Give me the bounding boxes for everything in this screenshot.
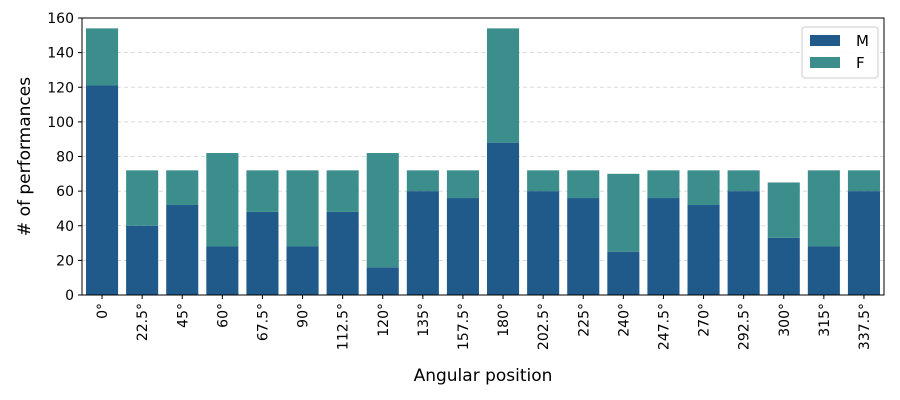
x-tick-label: 0° — [95, 303, 111, 319]
y-ticks: 0 20 40 60 80 100 120 140 160 — [47, 11, 82, 304]
bar-m-6 — [326, 211, 359, 295]
bar-m-11 — [527, 191, 560, 295]
bar-f-4 — [246, 170, 279, 212]
bars — [86, 28, 880, 295]
y-tick-label: 140 — [47, 46, 74, 62]
bar-f-15 — [687, 170, 720, 205]
bar-m-0 — [86, 85, 119, 295]
bar-m-12 — [567, 198, 600, 295]
y-tick-label: 60 — [56, 184, 74, 200]
x-tick-label: 270° — [697, 303, 713, 337]
bar-m-7 — [366, 267, 399, 295]
x-tick-label: 60° — [215, 303, 231, 328]
bar-f-6 — [326, 170, 359, 212]
x-tick-label: 315° — [817, 303, 833, 337]
bar-f-12 — [567, 170, 600, 199]
x-tick-label: 240° — [616, 303, 632, 337]
bar-m-8 — [406, 191, 439, 295]
bar-m-16 — [727, 191, 760, 295]
bar-m-4 — [246, 211, 279, 295]
bar-m-5 — [286, 246, 319, 295]
grid-lines — [82, 52, 884, 261]
bar-f-1 — [126, 170, 159, 226]
y-tick-label: 80 — [56, 150, 74, 166]
x-tick-label: 202.5° — [536, 303, 552, 350]
y-tick-label: 0 — [65, 288, 74, 304]
x-tick-label: 135° — [416, 303, 432, 337]
x-tick-label: 120° — [376, 303, 392, 337]
bar-f-0 — [86, 28, 119, 86]
bar-f-14 — [647, 170, 680, 199]
y-axis-label: # of performances — [15, 77, 35, 236]
x-tick-label: 247.5° — [656, 303, 672, 350]
y-tick-label: 40 — [56, 219, 74, 235]
legend-label-f: F — [856, 54, 865, 72]
bar-f-2 — [166, 170, 199, 205]
x-tick-label: 225° — [576, 303, 592, 337]
x-tick-label: 157.5° — [456, 303, 472, 350]
bar-m-15 — [687, 204, 720, 295]
x-tick-label: 22.5° — [135, 303, 151, 341]
bar-m-3 — [206, 246, 239, 295]
y-tick-label: 160 — [47, 11, 74, 27]
y-tick-label: 100 — [47, 115, 74, 131]
bar-f-8 — [406, 170, 439, 192]
bar-f-9 — [446, 170, 479, 199]
bar-m-10 — [487, 142, 520, 295]
bar-f-16 — [727, 170, 760, 192]
x-tick-label: 67.5° — [255, 303, 271, 341]
bar-f-7 — [366, 153, 399, 268]
bar-f-13 — [607, 173, 640, 252]
legend: M F — [801, 26, 879, 79]
bar-f-10 — [487, 28, 520, 143]
x-axis-label: Angular position — [414, 366, 553, 386]
bar-m-18 — [807, 246, 840, 295]
bar-f-11 — [527, 170, 560, 192]
bar-f-19 — [847, 170, 880, 192]
bar-f-3 — [206, 153, 239, 247]
x-tick-label: 180° — [496, 303, 512, 337]
x-tick-label: 337.5° — [857, 303, 873, 350]
bar-m-1 — [126, 225, 159, 295]
x-tick-label: 45° — [175, 303, 191, 328]
bar-m-17 — [767, 237, 800, 295]
x-tick-label: 90° — [296, 303, 312, 328]
x-tick-label: 112.5° — [336, 303, 352, 350]
bar-f-5 — [286, 170, 319, 247]
bar-m-13 — [607, 251, 640, 295]
x-tick-label: 300° — [777, 303, 793, 337]
x-ticks: 0° 22.5° 45° 60° 67.5° 90° 112.5° 120° 135° 157.5… — [95, 295, 873, 350]
bar-f-17 — [767, 182, 800, 238]
bar-m-19 — [847, 191, 880, 295]
legend-swatch-m — [810, 35, 840, 46]
y-tick-label: 120 — [47, 80, 74, 96]
legend-swatch-f — [810, 57, 840, 68]
bar-m-14 — [647, 198, 680, 295]
y-tick-label: 20 — [56, 253, 74, 269]
legend-label-m: M — [856, 32, 869, 50]
bar-m-2 — [166, 204, 199, 295]
bar-m-9 — [446, 198, 479, 295]
bar-f-18 — [807, 170, 840, 247]
x-tick-label: 292.5° — [737, 303, 753, 350]
